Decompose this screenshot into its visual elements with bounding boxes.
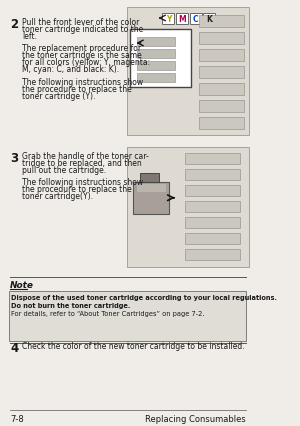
- Text: 7-8: 7-8: [10, 414, 24, 423]
- FancyBboxPatch shape: [137, 62, 175, 71]
- FancyBboxPatch shape: [184, 153, 240, 164]
- FancyBboxPatch shape: [199, 118, 244, 130]
- Text: the procedure to replace the: the procedure to replace the: [22, 85, 132, 94]
- FancyBboxPatch shape: [184, 233, 240, 244]
- Text: for all colors (yellow: Y, magenta:: for all colors (yellow: Y, magenta:: [22, 58, 150, 67]
- Text: pull out the cartridge.: pull out the cartridge.: [22, 165, 106, 174]
- Text: toner cartridge(Y).: toner cartridge(Y).: [22, 191, 93, 200]
- FancyBboxPatch shape: [184, 249, 240, 260]
- FancyBboxPatch shape: [199, 83, 244, 96]
- FancyBboxPatch shape: [133, 182, 169, 214]
- Text: Note: Note: [10, 280, 34, 289]
- Text: C: C: [193, 15, 199, 24]
- FancyBboxPatch shape: [199, 16, 244, 28]
- Text: The following instructions show: The following instructions show: [22, 177, 143, 186]
- FancyBboxPatch shape: [127, 147, 249, 267]
- Text: the procedure to replace the: the procedure to replace the: [22, 184, 132, 193]
- Text: Replacing Consumables: Replacing Consumables: [146, 414, 246, 423]
- Text: Grab the handle of the toner car-: Grab the handle of the toner car-: [22, 152, 149, 161]
- Text: left.: left.: [22, 32, 37, 41]
- FancyBboxPatch shape: [184, 201, 240, 212]
- FancyBboxPatch shape: [137, 184, 166, 192]
- FancyBboxPatch shape: [190, 14, 202, 25]
- Text: Do not burn the toner cartridge.: Do not burn the toner cartridge.: [11, 302, 130, 308]
- FancyBboxPatch shape: [127, 8, 249, 135]
- Text: the toner cartridge is the same: the toner cartridge is the same: [22, 51, 142, 60]
- FancyBboxPatch shape: [176, 14, 188, 25]
- FancyBboxPatch shape: [199, 67, 244, 79]
- Text: 2: 2: [10, 18, 18, 31]
- Text: Dispose of the used toner cartridge according to your local regulations.: Dispose of the used toner cartridge acco…: [11, 294, 277, 300]
- FancyBboxPatch shape: [140, 173, 159, 182]
- FancyBboxPatch shape: [137, 38, 175, 47]
- Text: 4: 4: [10, 341, 19, 354]
- Text: The following instructions show: The following instructions show: [22, 78, 143, 87]
- Text: The replacement procedure for: The replacement procedure for: [22, 44, 141, 53]
- Text: M: M: [178, 15, 186, 24]
- FancyBboxPatch shape: [199, 50, 244, 62]
- FancyBboxPatch shape: [199, 33, 244, 45]
- Text: Check the color of the new toner cartridge to be installed.: Check the color of the new toner cartrid…: [22, 341, 245, 350]
- Text: Y: Y: [166, 15, 171, 24]
- FancyBboxPatch shape: [199, 101, 244, 112]
- FancyBboxPatch shape: [8, 291, 246, 341]
- Text: tridge to be replaced, and then: tridge to be replaced, and then: [22, 158, 142, 167]
- FancyBboxPatch shape: [137, 50, 175, 59]
- Text: For details, refer to “About Toner Cartridges” on page 7-2.: For details, refer to “About Toner Cartr…: [11, 310, 205, 316]
- Text: toner cartridge (Y).: toner cartridge (Y).: [22, 92, 96, 101]
- FancyBboxPatch shape: [137, 74, 175, 83]
- Text: toner cartridge indicated to the: toner cartridge indicated to the: [22, 25, 143, 34]
- Text: 3: 3: [10, 152, 18, 164]
- FancyBboxPatch shape: [184, 170, 240, 180]
- FancyBboxPatch shape: [130, 30, 191, 88]
- Text: Pull the front lever of the color: Pull the front lever of the color: [22, 18, 140, 27]
- Text: M, cyan: C, and black: K).: M, cyan: C, and black: K).: [22, 65, 119, 74]
- Text: K: K: [206, 15, 212, 24]
- FancyBboxPatch shape: [162, 14, 174, 25]
- FancyBboxPatch shape: [184, 217, 240, 228]
- FancyBboxPatch shape: [203, 14, 215, 25]
- FancyBboxPatch shape: [184, 185, 240, 196]
